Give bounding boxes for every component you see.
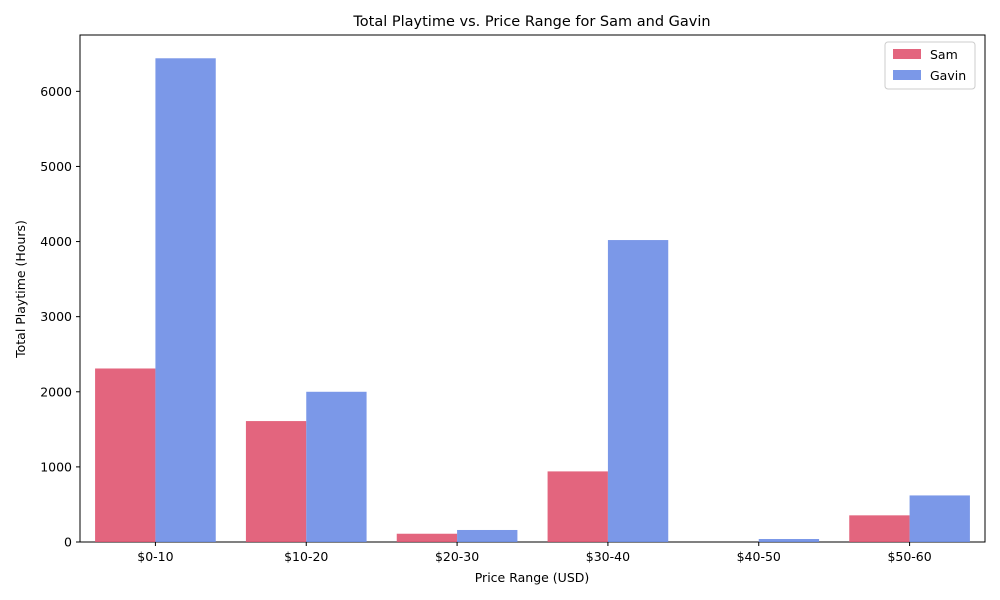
plot-frame: [79, 34, 986, 543]
bar-gavin-5: [909, 495, 970, 542]
y-axis-label: Total Playtime (Hours): [13, 220, 28, 359]
y-tick-label-1: 1000: [40, 459, 72, 474]
bar-sam-1: [245, 421, 307, 542]
x-tick-label-3: $30-40: [586, 549, 630, 564]
bar-gavin-1: [306, 391, 367, 542]
bar-sam-5: [849, 515, 910, 542]
bar-sam-3: [547, 471, 608, 542]
y-tick-label-4: 4000: [40, 234, 72, 249]
x-tick-label-0: $0-10: [137, 549, 173, 564]
y-tick-label-3: 3000: [40, 309, 72, 324]
legend-swatch-gavin: [893, 70, 921, 80]
x-tick-label-2: $20-30: [435, 549, 479, 564]
x-tick-label-5: $50-60: [887, 549, 931, 564]
chart-title: Total Playtime vs. Price Range for Sam a…: [352, 14, 710, 30]
x-tick-label-4: $40-50: [737, 549, 781, 564]
plot-area: [79, 34, 986, 543]
y-tick-label-5: 5000: [40, 159, 72, 174]
legend: Sam Gavin: [884, 41, 976, 90]
bar-gavin-4: [758, 539, 820, 542]
y-tick-label-2: 2000: [40, 384, 72, 399]
bar-gavin-0: [155, 58, 216, 542]
bar-gavin-2: [457, 529, 518, 542]
legend-swatch-sam: [893, 49, 921, 59]
legend-label-gavin: Gavin: [930, 68, 966, 83]
y-tick-label-0: 0: [64, 535, 72, 550]
y-axis: 0 1000 2000 3000 4000 5000 6000: [40, 84, 80, 550]
x-axis: $0-10 $10-20 $20-30 $30-40 $40-50 $50-60: [137, 542, 932, 564]
bar-gavin-3: [607, 240, 669, 543]
legend-label-sam: Sam: [930, 47, 958, 62]
bar-sam-2: [396, 533, 458, 542]
y-tick-label-6: 6000: [40, 84, 72, 99]
x-tick-label-1: $10-20: [284, 549, 328, 564]
x-axis-label: Price Range (USD): [475, 570, 590, 585]
bar-sam-0: [95, 368, 156, 542]
bars-group: [95, 58, 970, 543]
